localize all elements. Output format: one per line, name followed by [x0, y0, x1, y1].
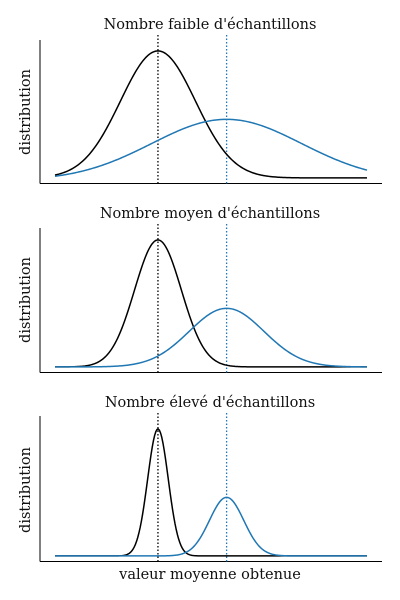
y-axis-label: distribution — [18, 69, 34, 155]
panel-low-samples: Nombre faible d'échantillons distributio… — [18, 17, 382, 184]
distribution-curve — [55, 428, 367, 557]
plot-area — [55, 413, 367, 562]
plot-area — [55, 224, 368, 373]
y-axis-label: distribution — [18, 447, 34, 533]
distribution-curve — [54, 118, 368, 178]
distribution-curve — [55, 307, 368, 368]
plot-area — [54, 35, 368, 184]
panel-title: Nombre faible d'échantillons — [104, 17, 317, 33]
panel-high-samples: Nombre élevé d'échantillons distribution — [18, 395, 382, 562]
distribution-curve — [54, 50, 367, 179]
distribution-curve — [55, 239, 367, 368]
x-axis-label: valeur moyenne obtenue — [118, 567, 301, 583]
panel-title: Nombre élevé d'échantillons — [105, 395, 315, 411]
panel-title: Nombre moyen d'échantillons — [100, 206, 320, 222]
y-axis-label: distribution — [18, 257, 34, 343]
panel-medium-samples: Nombre moyen d'échantillons distribution — [18, 206, 382, 373]
distribution-curve — [55, 496, 367, 557]
